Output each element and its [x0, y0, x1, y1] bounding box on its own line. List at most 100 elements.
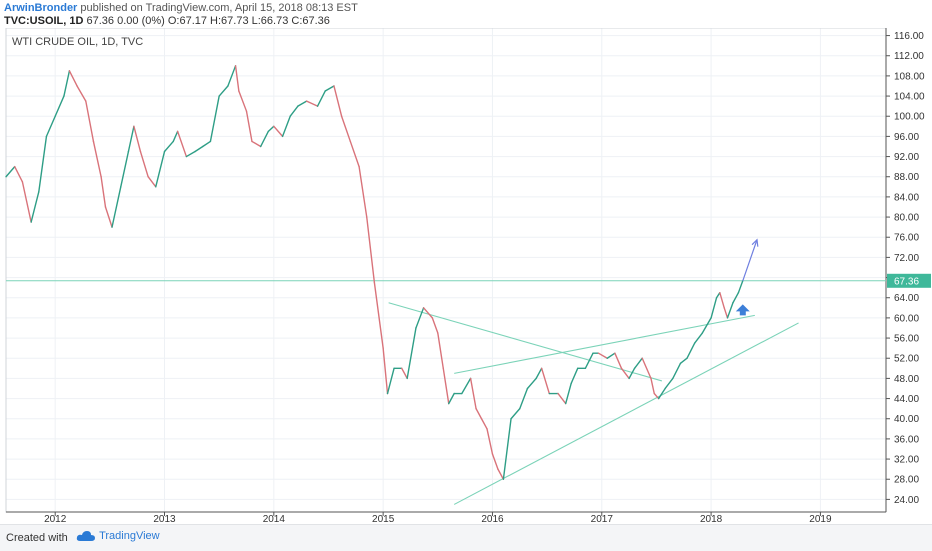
price-segment — [45, 115, 56, 138]
projection-arrowhead — [751, 238, 759, 247]
price-segment — [155, 150, 166, 188]
price-segment — [633, 357, 643, 370]
price-segment — [127, 125, 135, 153]
price-segment — [281, 115, 291, 138]
ohlc-text: 67.36 0.00 (0%) O:67.17 H:67.73 L:66.73 … — [86, 15, 330, 27]
y-tick-label: 36.00 — [894, 434, 919, 445]
tradingview-brand[interactable]: TradingView — [76, 530, 160, 542]
brand-label: TradingView — [99, 530, 160, 543]
price-series — [5, 65, 744, 480]
price-segment — [597, 352, 608, 359]
price-segment — [163, 140, 174, 153]
price-segment — [382, 347, 389, 395]
price-segment — [176, 130, 188, 158]
price-segment — [461, 377, 472, 395]
price-segment — [614, 352, 623, 370]
footer-bar: Created with TradingView — [0, 524, 932, 551]
price-segment — [401, 367, 408, 380]
price-segment — [289, 105, 299, 117]
price-segment — [657, 387, 666, 400]
price-segment — [349, 140, 360, 168]
price-segment — [415, 307, 425, 329]
projection-line[interactable] — [742, 239, 758, 281]
price-segment — [209, 95, 220, 143]
price-segment — [5, 165, 16, 178]
plot-frame — [5, 28, 887, 513]
y-tick-label: 88.00 — [894, 172, 919, 183]
price-segment — [422, 307, 434, 319]
projection — [735, 238, 759, 316]
price-segment — [100, 176, 107, 208]
price-segment — [641, 357, 652, 380]
price-segment — [238, 90, 248, 112]
price-segment — [497, 468, 505, 480]
price-segment — [715, 291, 721, 299]
price-segment — [526, 377, 537, 390]
price-segment — [606, 352, 616, 359]
trendline[interactable] — [388, 302, 663, 382]
price-segment — [502, 418, 512, 480]
price-segment — [92, 140, 102, 178]
x-tick-label: 2012 — [44, 514, 67, 522]
price-segment — [650, 377, 655, 395]
symbol-info: TVC:USOIL, 1D 67.36 0.00 (0%) O:67.17 H:… — [4, 15, 330, 27]
y-tick-label: 28.00 — [894, 475, 919, 486]
y-tick-label: 48.00 — [894, 374, 919, 385]
price-segment — [719, 291, 725, 309]
y-tick-label: 44.00 — [894, 394, 919, 405]
x-tick-label: 2019 — [809, 514, 832, 522]
author-name[interactable]: ArwinBronder — [4, 2, 78, 14]
price-segment — [139, 150, 149, 178]
price-segment — [85, 100, 95, 143]
price-segment — [297, 100, 308, 107]
price-segment — [333, 85, 343, 117]
price-segment — [358, 165, 368, 218]
price-segment — [693, 332, 704, 344]
price-segment — [366, 216, 376, 284]
price-segment — [194, 145, 204, 153]
price-segment — [732, 291, 740, 304]
price-segment — [664, 377, 674, 390]
y-axis: 116.00 112.00 108.00 104.00 100.00 96.00 92.00… — [886, 31, 925, 506]
up-arrow-icon[interactable] — [735, 304, 750, 316]
price-segment — [442, 367, 450, 405]
y-tick-label: 40.00 — [894, 414, 919, 425]
chart-grid — [6, 28, 886, 512]
price-segment — [68, 70, 78, 87]
price-segment — [584, 352, 594, 370]
last-price-label: 67.36 — [894, 276, 919, 287]
price-segment — [147, 176, 157, 188]
price-segment — [63, 70, 71, 97]
last-price-badge-bg — [887, 273, 931, 288]
trendline[interactable] — [454, 314, 755, 374]
price-segment — [486, 428, 494, 455]
price-segment — [710, 297, 718, 319]
price-segment — [723, 307, 729, 319]
y-tick-label: 80.00 — [894, 213, 919, 224]
y-tick-label: 64.00 — [894, 293, 919, 304]
price-segment — [267, 125, 275, 133]
price-segment — [737, 280, 744, 294]
price-segment — [686, 342, 696, 359]
x-tick-label: 2017 — [591, 514, 614, 522]
tradingview-cloud-icon — [76, 531, 95, 542]
trendline[interactable] — [453, 322, 799, 505]
x-tick-label: 2013 — [153, 514, 176, 522]
symbol-text: TVC:USOIL, 1D — [4, 15, 84, 27]
price-segment — [227, 65, 237, 87]
published-text: published on TradingView.com, April 15, … — [80, 2, 358, 14]
price-segment — [54, 95, 65, 117]
price-segment — [120, 150, 130, 188]
y-tick-label: 56.00 — [894, 334, 919, 345]
price-segment — [373, 281, 384, 349]
x-tick-label: 2016 — [481, 514, 504, 522]
y-tick-label: 76.00 — [894, 233, 919, 244]
price-chart[interactable]: WTI CRUDE OIL, 1D, TVC 116.00 112.00 108.0… — [0, 28, 932, 522]
y-tick-label: 112.00 — [894, 51, 924, 62]
y-tick-label: 24.00 — [894, 495, 919, 506]
price-segment — [305, 100, 319, 107]
y-tick-label: 116.00 — [894, 31, 924, 42]
price-segment — [557, 392, 567, 405]
price-segment — [480, 418, 488, 430]
price-segment — [510, 407, 521, 420]
